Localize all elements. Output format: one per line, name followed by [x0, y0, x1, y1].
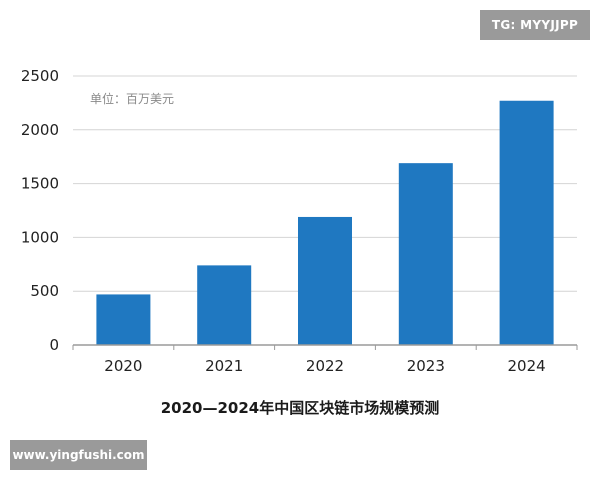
x-tick-label: 2021	[205, 357, 243, 375]
y-tick-label: 0	[49, 336, 59, 354]
bars	[96, 100, 554, 345]
unit-label: 单位：百万美元	[90, 91, 174, 106]
y-tick-label: 1500	[21, 175, 59, 193]
x-tick-label: 2022	[306, 357, 344, 375]
bar-2021	[197, 265, 252, 345]
bottom-watermark-badge: www.yingfushi.com	[10, 440, 147, 470]
x-tick-label: 2024	[508, 357, 546, 375]
y-tick-label: 500	[30, 282, 59, 300]
y-tick-label: 2500	[21, 67, 59, 85]
y-tick-labels: 0 500 1000 1500 2000 2500	[21, 67, 59, 354]
x-tick-label: 2020	[104, 357, 142, 375]
bar-2020	[96, 294, 151, 345]
y-tick-label: 2000	[21, 121, 59, 139]
y-tick-label: 1000	[21, 228, 59, 246]
x-tick-label: 2023	[407, 357, 445, 375]
bar-2022	[298, 216, 352, 345]
grid-lines	[73, 75, 577, 292]
axes	[72, 344, 578, 350]
bar-2023	[398, 163, 453, 345]
top-watermark-badge: TG: MYYJJPP	[480, 10, 590, 40]
bar-2024	[499, 100, 554, 345]
chart-title: 2020—2024年中国区块链市场规模预测	[161, 399, 440, 417]
x-tick-labels: 2020 2021 2022 2023 2024	[104, 357, 545, 375]
